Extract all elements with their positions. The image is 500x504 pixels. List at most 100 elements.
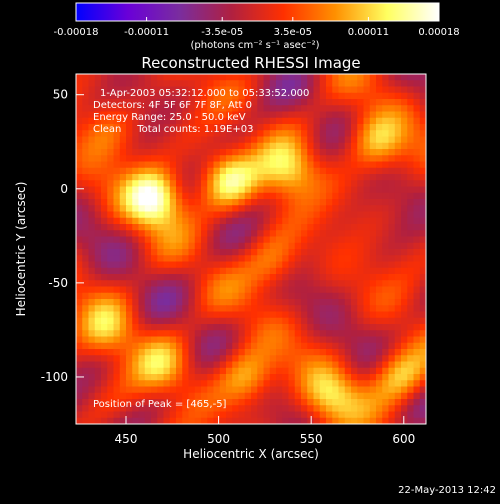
heatmap-cell xyxy=(376,124,383,131)
heatmap-cell xyxy=(276,117,283,125)
heatmap-cell xyxy=(126,192,133,200)
heatmap-cell xyxy=(163,74,171,81)
heatmap-cell xyxy=(288,305,296,313)
heatmap-cell xyxy=(176,199,183,206)
heatmap-cell xyxy=(238,380,246,388)
heatmap-cell xyxy=(94,167,102,175)
heatmap-cell xyxy=(126,155,133,163)
heatmap-cell xyxy=(144,192,152,200)
heatmap-cell xyxy=(319,405,327,413)
heatmap-cell xyxy=(101,386,108,394)
heatmap-cell xyxy=(94,417,102,424)
heatmap-cell xyxy=(201,386,208,394)
heatmap-cell xyxy=(332,92,340,100)
heatmap-cell xyxy=(76,192,83,200)
heatmap-cell xyxy=(313,342,321,350)
heatmap-cell xyxy=(238,367,246,375)
heatmap-cell xyxy=(313,205,321,213)
heatmap-cell xyxy=(263,199,271,206)
heatmap-cell xyxy=(144,380,152,388)
heatmap-cell xyxy=(382,130,390,138)
heatmap-cell xyxy=(326,99,333,106)
heatmap-cell xyxy=(307,174,315,181)
heatmap-cell xyxy=(219,336,227,344)
heatmap-cell xyxy=(307,324,315,331)
heatmap-cell xyxy=(407,399,415,406)
heatmap-cell xyxy=(376,199,383,206)
heatmap-cell xyxy=(363,311,371,319)
heatmap-cell xyxy=(113,292,121,300)
heatmap-cell xyxy=(94,374,102,381)
heatmap-cell xyxy=(244,236,252,244)
heatmap-cell xyxy=(419,261,426,269)
heatmap-cell xyxy=(257,142,265,150)
heatmap-cell xyxy=(138,405,146,413)
heatmap-cell xyxy=(107,311,115,319)
heatmap-cell xyxy=(88,92,96,100)
heatmap-cell xyxy=(294,299,302,306)
heatmap-cell xyxy=(338,249,346,256)
heatmap-cell xyxy=(101,411,108,419)
heatmap-cell xyxy=(213,280,221,288)
heatmap-cell xyxy=(407,317,415,325)
heatmap-cell xyxy=(401,74,408,81)
heatmap-cell xyxy=(269,192,277,200)
heatmap-cell xyxy=(213,317,221,325)
heatmap-cell xyxy=(382,255,390,263)
heatmap-cell xyxy=(282,286,290,294)
heatmap-cell xyxy=(276,92,283,100)
heatmap-cell xyxy=(226,374,233,381)
heatmap-cell xyxy=(344,105,352,113)
heatmap-cell xyxy=(219,374,227,381)
heatmap-cell xyxy=(163,274,171,281)
heatmap-cell xyxy=(357,236,365,244)
heatmap-cell xyxy=(419,217,426,225)
heatmap-cell xyxy=(151,186,158,194)
heatmap-cell xyxy=(363,324,371,331)
heatmap-cell xyxy=(107,399,115,406)
heatmap-cell xyxy=(176,230,183,238)
heatmap-cell xyxy=(151,136,158,144)
heatmap-cell xyxy=(388,180,396,188)
heatmap-cell xyxy=(419,186,426,194)
heatmap-cell xyxy=(344,330,352,338)
heatmap-cell xyxy=(326,124,333,131)
heatmap-cell xyxy=(307,392,315,400)
heatmap-cell xyxy=(76,317,83,325)
heatmap-cell xyxy=(382,80,390,88)
heatmap-cell xyxy=(94,142,102,150)
heatmap-cell xyxy=(269,155,277,163)
heatmap-cell xyxy=(157,224,165,231)
heatmap-cell xyxy=(226,230,233,238)
heatmap-cell xyxy=(207,211,215,219)
heatmap-cell xyxy=(407,92,415,100)
heatmap-cell xyxy=(182,217,190,225)
heatmap-cell xyxy=(213,211,221,219)
heatmap-cell xyxy=(144,186,152,194)
heatmap-cell xyxy=(94,405,102,413)
heatmap-cell xyxy=(319,386,327,394)
heatmap-cell xyxy=(269,374,277,381)
heatmap-cell xyxy=(76,411,83,419)
heatmap-cell xyxy=(313,355,321,363)
heatmap-cell xyxy=(332,317,340,325)
heatmap-cell xyxy=(238,386,246,394)
heatmap-cell xyxy=(194,186,202,194)
heatmap-cell xyxy=(332,174,340,181)
heatmap-cell xyxy=(407,86,415,94)
heatmap-cell xyxy=(182,86,190,94)
heatmap-cell xyxy=(207,324,215,331)
heatmap-cell xyxy=(301,330,308,338)
heatmap-cell xyxy=(357,292,365,300)
heatmap-cell xyxy=(407,174,415,181)
heatmap-cell xyxy=(119,149,127,156)
heatmap-cell xyxy=(388,205,396,213)
heatmap-cell xyxy=(113,249,121,256)
heatmap-cell xyxy=(251,274,258,281)
heatmap-cell xyxy=(151,292,158,300)
heatmap-cell xyxy=(182,199,190,206)
heatmap-cell xyxy=(176,142,183,150)
heatmap-cell xyxy=(151,355,158,363)
heatmap-cell xyxy=(132,392,140,400)
heatmap-cell xyxy=(107,124,115,131)
